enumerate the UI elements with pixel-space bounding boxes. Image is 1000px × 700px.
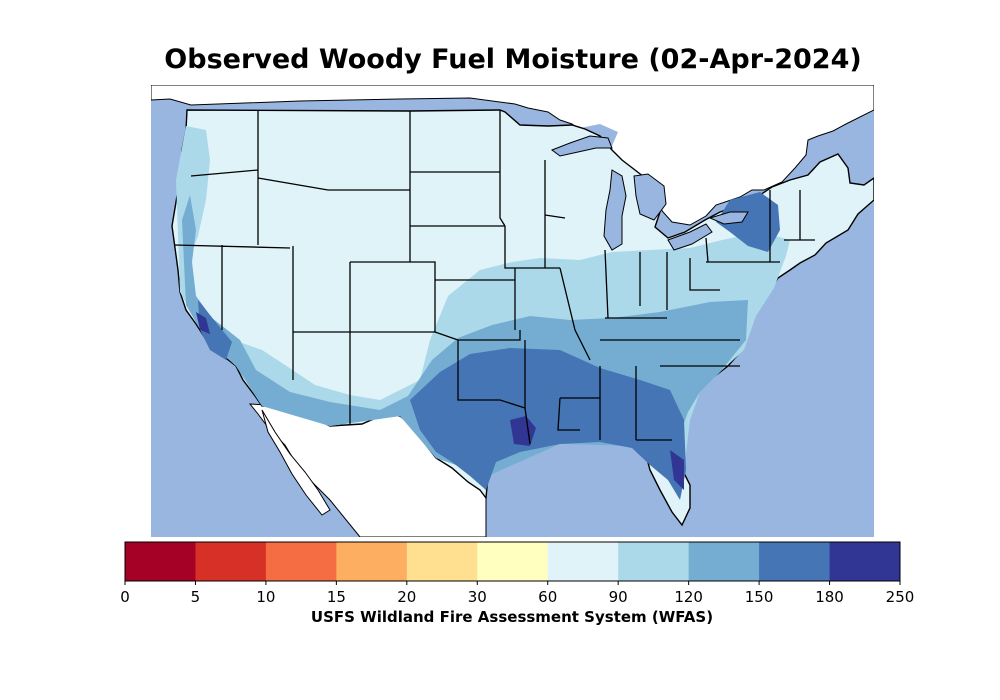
colorbar-tick-label: 20 <box>397 588 416 606</box>
colorbar-bin <box>195 542 267 581</box>
colorbar-tick-label: 90 <box>609 588 628 606</box>
colorbar-bin <box>125 542 196 581</box>
baja-peninsula <box>261 409 331 516</box>
colorbar-tick-label: 5 <box>191 588 201 606</box>
colorbar-bin <box>406 542 478 581</box>
colorbar-bin <box>829 542 901 581</box>
colorbar-tick-label: 120 <box>674 588 703 606</box>
colorbar-tick-label: 150 <box>745 588 774 606</box>
great-lakes-us <box>550 135 749 251</box>
moisture-180-250 <box>198 192 780 500</box>
colorbar-bin <box>759 542 831 581</box>
colorbar-bin <box>688 542 760 581</box>
colorbar-tick-label: 60 <box>538 588 557 606</box>
colorbar-bin <box>477 542 549 581</box>
colorbar-tick-label: 180 <box>815 588 844 606</box>
colorbar-bin <box>265 542 337 581</box>
map-title: Observed Woody Fuel Moisture (02-Apr-202… <box>164 44 862 75</box>
colorbar-tick-label: 30 <box>468 588 487 606</box>
colorbar-border <box>124 541 901 582</box>
colorbar-tick-label: 250 <box>886 588 915 606</box>
colorbar-tick-label: 15 <box>327 588 346 606</box>
colorbar-bin <box>618 542 690 581</box>
state-borders <box>174 110 815 445</box>
colorbar-bin <box>336 542 408 581</box>
colorbar-label: USFS Wildland Fire Assessment System (WF… <box>310 608 714 626</box>
colorbar-tick-label: 10 <box>256 588 275 606</box>
colorbar-tick-label: 0 <box>120 588 130 606</box>
colorbar-bin <box>547 542 619 581</box>
